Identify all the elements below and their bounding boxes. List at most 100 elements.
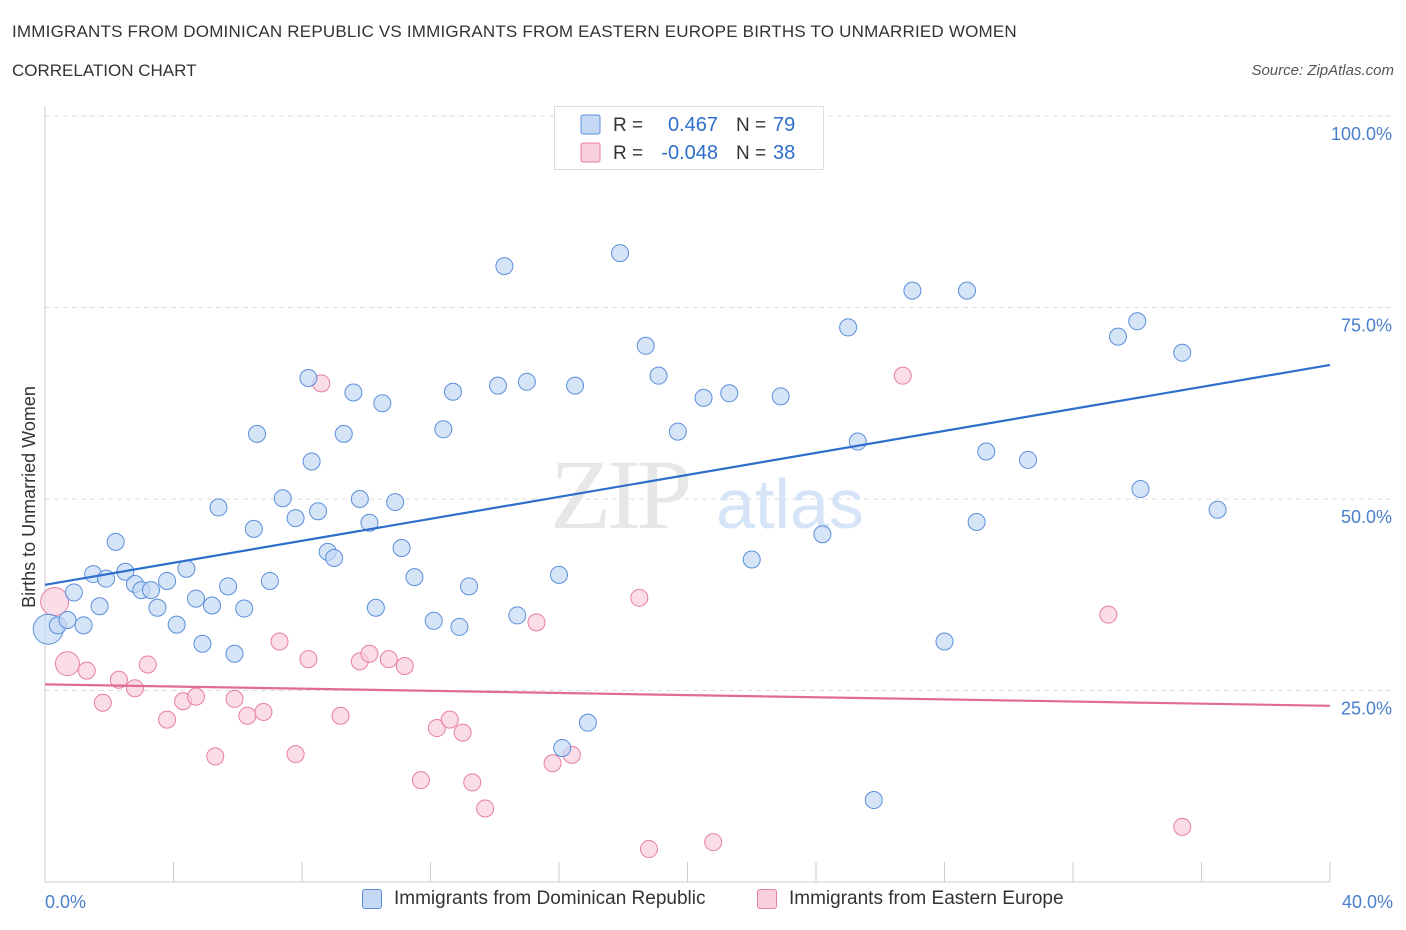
point-dominican-republic xyxy=(578,713,597,732)
point-dominican-republic xyxy=(611,244,630,263)
legend-r-label-2: R = xyxy=(613,143,643,164)
y-tick-label: 50.0% xyxy=(1341,507,1392,527)
point-eastern-europe xyxy=(109,670,128,689)
point-eastern-europe xyxy=(158,710,177,729)
point-eastern-europe xyxy=(186,687,205,706)
point-eastern-europe xyxy=(254,702,273,721)
point-dominican-republic xyxy=(460,577,479,596)
y-tick-label: 25.0% xyxy=(1341,699,1392,719)
point-dominican-republic xyxy=(142,581,161,600)
point-eastern-europe xyxy=(427,719,446,738)
point-dominican-republic xyxy=(386,493,405,512)
point-eastern-europe xyxy=(630,588,649,607)
watermark-atlas: atlas xyxy=(716,465,864,543)
point-dominican-republic xyxy=(299,368,318,387)
y-tick-label: 100.0% xyxy=(1331,124,1392,144)
point-dominican-republic xyxy=(90,597,109,616)
point-eastern-europe xyxy=(360,644,379,663)
legend-n-value-2: 38 xyxy=(773,142,795,164)
point-dominican-republic xyxy=(566,376,585,395)
legend-r-value-2: -0.048 xyxy=(661,142,718,164)
point-dominican-republic xyxy=(360,513,379,532)
legend-r-label-1: R = xyxy=(613,115,643,136)
point-dominican-republic xyxy=(186,589,205,608)
trend-lines xyxy=(44,363,1331,707)
x-tick-label: 0.0% xyxy=(45,892,86,912)
point-dominican-republic xyxy=(248,424,267,443)
point-dominican-republic xyxy=(148,598,167,617)
point-dominican-republic xyxy=(424,611,443,630)
y-axis-label: Births to Unmarried Women xyxy=(19,386,39,608)
point-dominican-republic xyxy=(302,452,321,471)
point-eastern-europe xyxy=(379,650,398,669)
point-dominican-republic xyxy=(203,596,222,615)
legend-item-dominican-republic: Immigrants from Dominican Republic xyxy=(362,888,706,910)
legend-n-label-2: N = xyxy=(736,143,766,164)
point-dominican-republic xyxy=(967,512,986,531)
tick-labels: 25.0% 50.0% 75.0% 100.0% 0.0% 40.0% xyxy=(45,124,1393,912)
x-tick-label: 40.0% xyxy=(1342,892,1393,912)
point-eastern-europe xyxy=(463,773,482,792)
point-eastern-europe xyxy=(77,661,96,680)
point-dominican-republic xyxy=(813,525,832,544)
point-dominican-republic xyxy=(405,568,424,587)
point-eastern-europe xyxy=(453,723,472,742)
point-dominican-republic xyxy=(167,615,186,634)
point-dominican-republic xyxy=(334,424,353,443)
point-dominican-republic xyxy=(344,383,363,402)
legend-swatch-dominican xyxy=(362,889,382,909)
point-eastern-europe xyxy=(54,651,80,677)
point-eastern-europe xyxy=(299,650,318,669)
point-dominican-republic xyxy=(636,336,655,355)
point-dominican-republic xyxy=(58,611,77,630)
point-eastern-europe xyxy=(527,613,546,632)
point-eastern-europe xyxy=(543,754,562,773)
point-dominican-republic xyxy=(977,442,996,461)
point-dominican-republic xyxy=(517,372,536,391)
legend-swatch-blue xyxy=(580,114,601,135)
chart-subtitle: CORRELATION CHART xyxy=(12,61,197,80)
point-dominican-republic xyxy=(64,583,83,602)
point-eastern-europe xyxy=(138,655,157,674)
point-eastern-europe xyxy=(395,656,414,675)
point-dominican-republic xyxy=(106,532,125,551)
trend-line-dominican-republic xyxy=(44,363,1331,586)
point-dominican-republic xyxy=(366,598,385,617)
point-dominican-republic xyxy=(434,420,453,439)
trend-line-eastern-europe xyxy=(44,683,1331,707)
point-dominican-republic xyxy=(1208,500,1227,519)
point-dominican-republic xyxy=(443,382,462,401)
point-eastern-europe xyxy=(476,799,495,818)
chart-title: IMMIGRANTS FROM DOMINICAN REPUBLIC VS IM… xyxy=(12,22,1017,41)
point-eastern-europe xyxy=(225,689,244,708)
point-dominican-republic xyxy=(193,634,212,653)
series-dominican-republic-points xyxy=(32,244,1227,810)
point-eastern-europe xyxy=(125,679,144,698)
source-label: Source: ZipAtlas.com xyxy=(1251,62,1394,79)
point-eastern-europe xyxy=(1099,605,1118,624)
point-eastern-europe xyxy=(206,747,225,766)
legend-n-label-1: N = xyxy=(736,115,766,136)
point-dominican-republic xyxy=(373,394,392,413)
point-dominican-republic xyxy=(225,644,244,663)
stats-legend: R = 0.467 N = 79 R = -0.048 N = 38 xyxy=(554,106,824,170)
legend-swatch-eastern-europe xyxy=(757,889,777,909)
point-eastern-europe xyxy=(893,366,912,385)
point-eastern-europe xyxy=(93,693,112,712)
point-dominican-republic xyxy=(273,489,292,508)
point-dominican-republic xyxy=(1173,343,1192,362)
legend-item-eastern-europe: Immigrants from Eastern Europe xyxy=(757,888,1064,910)
point-eastern-europe xyxy=(331,706,350,725)
point-eastern-europe xyxy=(270,632,289,651)
point-dominican-republic xyxy=(260,571,279,590)
point-dominican-republic xyxy=(158,571,177,590)
point-dominican-republic xyxy=(309,502,328,521)
point-dominican-republic xyxy=(668,422,687,441)
point-dominican-republic xyxy=(219,577,238,596)
point-dominican-republic xyxy=(508,606,527,625)
point-dominican-republic xyxy=(720,384,739,403)
point-dominican-republic xyxy=(488,376,507,395)
point-dominican-republic xyxy=(74,616,93,635)
point-dominican-republic xyxy=(325,548,344,567)
